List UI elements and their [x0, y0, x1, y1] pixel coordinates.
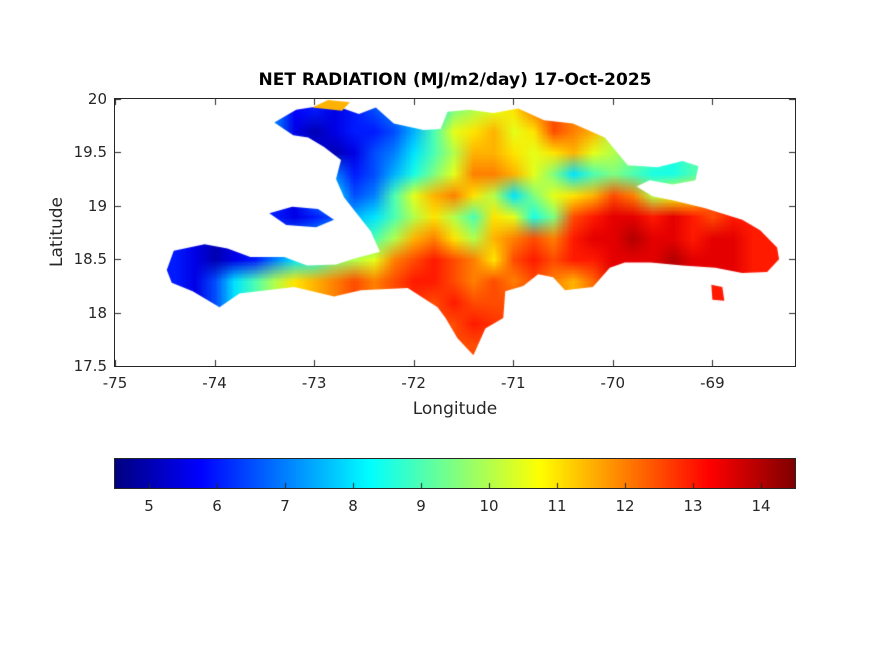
- x-axis-tick-label: -70: [600, 374, 626, 392]
- colorbar-tick-label: 9: [416, 497, 426, 515]
- colorbar: [114, 458, 796, 489]
- colorbar-tick-label: 14: [751, 497, 771, 515]
- x-axis-label: Longitude: [412, 399, 498, 419]
- colorbar-tick-label: 10: [479, 497, 499, 515]
- map-canvas: [115, 99, 795, 366]
- x-axis-tick-label: -72: [401, 374, 426, 392]
- x-axis-tick-label: -69: [700, 374, 725, 392]
- y-axis-tick-label: 18.5: [73, 250, 107, 269]
- colorbar-tick-label: 11: [547, 497, 567, 515]
- y-axis-tick-label: 19.5: [73, 143, 107, 162]
- colorbar-tick-label: 13: [683, 497, 703, 515]
- chart-title: NET RADIATION (MJ/m2/day) 17-Oct-2025: [258, 70, 652, 90]
- colorbar-tick-label: 8: [348, 497, 358, 515]
- y-axis-tick-label: 19: [87, 196, 107, 215]
- colorbar-tick-label: 12: [615, 497, 635, 515]
- x-axis-tick-label: -73: [301, 374, 327, 392]
- x-axis-tick-label: -75: [102, 374, 128, 392]
- colorbar-canvas: [115, 459, 795, 488]
- x-axis-tick-label: -74: [202, 374, 227, 392]
- colorbar-tick-label: 5: [144, 497, 154, 515]
- y-axis-tick-label: 18: [87, 303, 107, 322]
- colorbar-tick-label: 7: [280, 497, 290, 515]
- y-axis-tick-label: 20: [87, 90, 107, 108]
- y-axis-tick-label: 17.5: [73, 357, 107, 375]
- plot-area: [114, 98, 796, 367]
- colorbar-tick-label: 6: [212, 497, 222, 515]
- x-axis-tick-label: -71: [500, 374, 526, 392]
